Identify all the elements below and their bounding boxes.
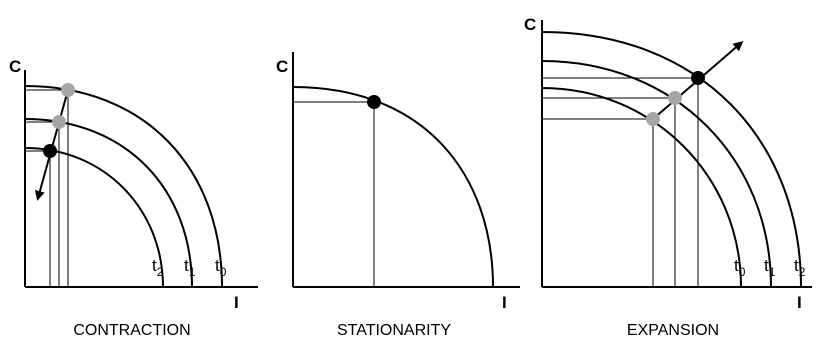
stationarity-caption: STATIONARITY bbox=[337, 322, 451, 339]
expansion-curve-t0 bbox=[541, 87, 742, 288]
contraction-x-axis-label: I bbox=[234, 293, 239, 312]
expansion-curve-t1 bbox=[541, 60, 772, 288]
expansion-x-axis-label: I bbox=[797, 293, 802, 312]
contraction-curve-label-t1: t1 bbox=[184, 256, 196, 279]
expansion-caption: EXPANSION bbox=[627, 322, 719, 339]
expansion-point-t2 bbox=[691, 71, 705, 85]
expansion-point-t0 bbox=[646, 112, 660, 126]
stationarity-y-axis-label: C bbox=[276, 57, 288, 76]
expansion-curve-label-t2: t2 bbox=[794, 256, 806, 279]
contraction-curve-label-t0: t0 bbox=[215, 256, 227, 279]
contraction-point-t2 bbox=[43, 144, 57, 158]
contraction-point-t1 bbox=[52, 115, 66, 129]
stationarity-curve bbox=[292, 86, 494, 288]
panel-contraction: C t2 t1 t0 I CONTRACTION bbox=[9, 57, 258, 339]
contraction-y-axis-label: C bbox=[9, 57, 21, 76]
contraction-point-t0 bbox=[61, 83, 75, 97]
contraction-curve-label-t2: t2 bbox=[152, 256, 164, 279]
contraction-curve-t0 bbox=[24, 85, 223, 288]
contraction-caption: CONTRACTION bbox=[73, 322, 190, 339]
panel-stationarity: C I STATIONARITY bbox=[276, 52, 520, 339]
contraction-trajectory-arrow bbox=[35, 89, 69, 201]
panel-expansion: C t0 t1 t2 I EXPANSION bbox=[524, 15, 812, 339]
stationarity-point bbox=[367, 95, 381, 109]
expansion-curve-label-t1: t1 bbox=[764, 256, 776, 279]
expansion-point-t1 bbox=[668, 91, 682, 105]
expansion-curve-label-t0: t0 bbox=[734, 256, 746, 279]
expansion-y-axis-label: C bbox=[524, 15, 536, 34]
stationarity-x-axis-label: I bbox=[502, 293, 507, 312]
expansion-curve-t2 bbox=[541, 31, 802, 288]
